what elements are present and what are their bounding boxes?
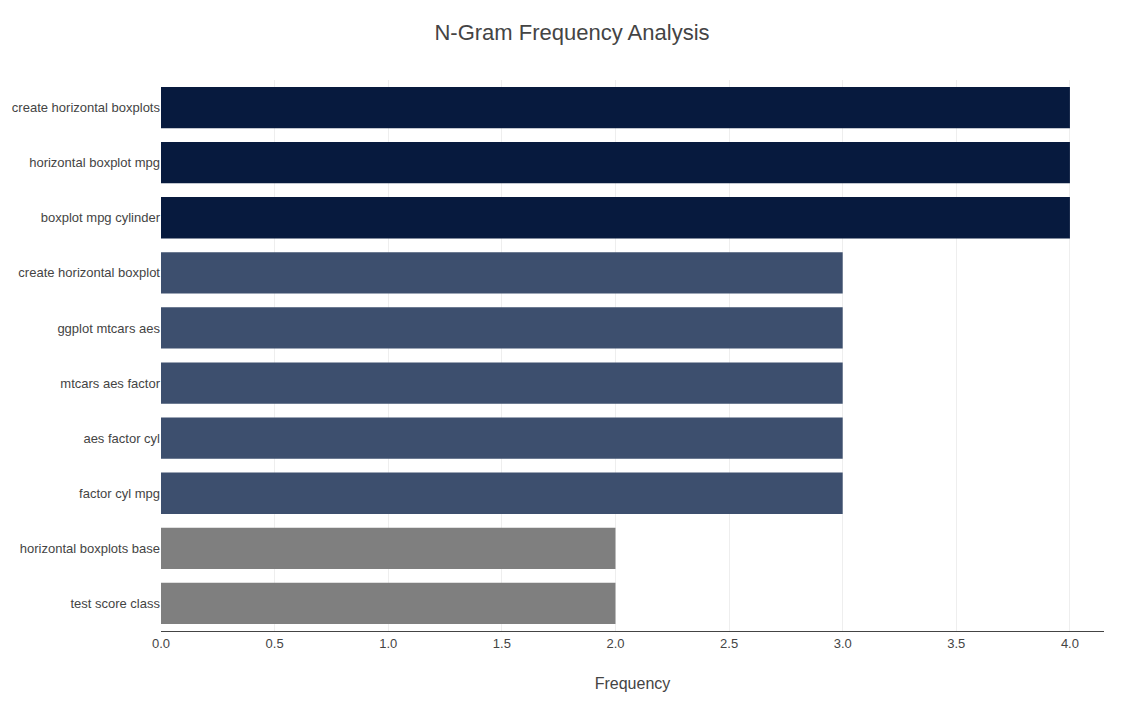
- svg-text:Frequency: Frequency: [595, 675, 671, 692]
- svg-text:test score class: test score class: [70, 596, 160, 611]
- svg-text:boxplot mpg cylinder: boxplot mpg cylinder: [41, 210, 161, 225]
- svg-text:0.0: 0.0: [152, 636, 170, 651]
- svg-text:aes factor cyl: aes factor cyl: [83, 431, 160, 446]
- svg-text:2.5: 2.5: [720, 636, 738, 651]
- svg-text:2.0: 2.0: [606, 636, 624, 651]
- svg-text:0.5: 0.5: [266, 636, 284, 651]
- svg-text:3.0: 3.0: [834, 636, 852, 651]
- svg-text:mtcars aes factor: mtcars aes factor: [60, 376, 160, 391]
- svg-text:N-Gram Frequency Analysis: N-Gram Frequency Analysis: [434, 20, 709, 45]
- svg-text:horizontal boxplot mpg: horizontal boxplot mpg: [29, 155, 160, 170]
- svg-text:create horizontal boxplot: create horizontal boxplot: [18, 265, 160, 280]
- svg-text:3.5: 3.5: [947, 636, 965, 651]
- svg-text:4.0: 4.0: [1061, 636, 1079, 651]
- svg-text:1.5: 1.5: [493, 636, 511, 651]
- svg-text:create horizontal boxplots: create horizontal boxplots: [12, 100, 161, 115]
- svg-text:1.0: 1.0: [379, 636, 397, 651]
- svg-text:factor cyl mpg: factor cyl mpg: [79, 486, 160, 501]
- svg-text:horizontal boxplots base: horizontal boxplots base: [20, 541, 160, 556]
- svg-text:ggplot mtcars aes: ggplot mtcars aes: [57, 321, 160, 336]
